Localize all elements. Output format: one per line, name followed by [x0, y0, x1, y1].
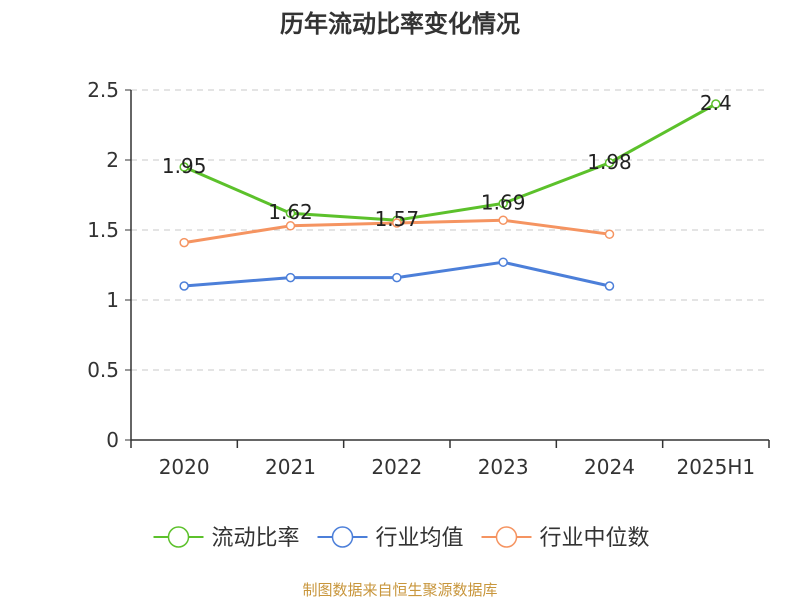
y-tick-label: 2.5 — [87, 78, 119, 102]
legend-item[interactable]: 行业中位数 — [481, 526, 650, 551]
data-point[interactable] — [392, 272, 402, 283]
legend-marker — [495, 526, 518, 548]
x-tick-label: 2020 — [159, 455, 210, 479]
data-point[interactable] — [711, 99, 721, 109]
legend-label: 行业中位数 — [540, 526, 650, 551]
chart-title: 历年流动比率变化情况 — [280, 10, 520, 38]
data-point[interactable] — [604, 229, 615, 239]
axes: 0 0.5 1 1.5 2 2.5 2020 2021 2022 2023 2024 2025H1 — [87, 78, 770, 479]
data-point[interactable] — [498, 215, 508, 225]
legend-marker — [167, 526, 190, 548]
data-label: 2.4 — [700, 91, 732, 115]
data-point[interactable] — [498, 198, 508, 209]
legend-item[interactable]: 行业均值 — [317, 526, 464, 551]
legend-item[interactable]: 流动比率 — [153, 526, 300, 551]
data-point[interactable] — [179, 237, 189, 248]
x-tick-label: 2023 — [478, 455, 529, 479]
data-point[interactable] — [498, 257, 508, 267]
x-tick-label: 2025H1 — [676, 455, 755, 479]
data-labels: 1.95 1.62 1.57 1.69 1.98 2.4 — [162, 91, 732, 231]
y-tick-label: 1.5 — [87, 218, 119, 242]
data-point[interactable] — [285, 221, 296, 231]
x-tick-label: 2021 — [265, 455, 316, 479]
data-point[interactable] — [285, 272, 296, 283]
x-tick-label: 2022 — [371, 455, 422, 479]
data-points — [179, 99, 721, 291]
grid-lines — [131, 89, 769, 371]
legend-marker — [331, 526, 354, 548]
y-tick-label: 0.5 — [87, 358, 119, 382]
data-label: 1.62 — [268, 200, 313, 224]
legend-label: 行业均值 — [376, 526, 464, 551]
data-point[interactable] — [604, 281, 615, 291]
data-point[interactable] — [285, 208, 296, 218]
data-point[interactable] — [392, 218, 402, 228]
data-label: 1.57 — [375, 207, 420, 231]
data-point[interactable] — [179, 281, 189, 291]
series-line — [182, 102, 718, 222]
data-label: 1.69 — [481, 190, 526, 214]
data-point[interactable] — [179, 162, 189, 172]
y-tick-label: 0 — [106, 428, 119, 452]
legend-label: 流动比率 — [212, 526, 300, 551]
series-lines — [182, 102, 718, 288]
source-note: 制图数据来自恒生聚源数据库 — [302, 581, 497, 599]
legend[interactable]: 流动比率 行业均值 行业中位数 — [153, 526, 650, 551]
y-tick-label: 2 — [106, 148, 119, 172]
data-point[interactable] — [604, 158, 615, 168]
x-tick-label: 2024 — [584, 455, 635, 479]
data-label: 1.95 — [162, 154, 207, 178]
y-tick-label: 1 — [106, 288, 119, 312]
data-label: 1.98 — [587, 150, 632, 174]
